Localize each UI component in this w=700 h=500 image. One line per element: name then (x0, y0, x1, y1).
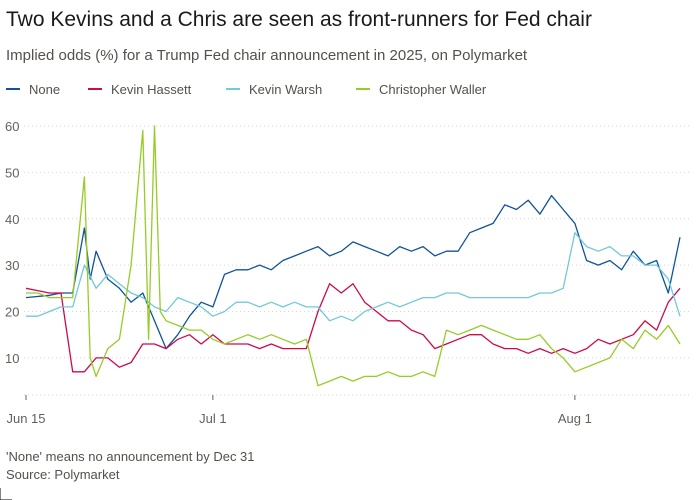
y-tick-label-60: 60 (5, 119, 19, 134)
series-line-kevin-warsh (26, 232, 681, 322)
x-tick-label-0: Jun 15 (6, 411, 45, 426)
grid-lines (24, 125, 690, 396)
legend-label-none: None (29, 81, 61, 97)
y-tick-label-20: 20 (5, 305, 19, 320)
legend-swatch-kevin-warsh (226, 88, 240, 90)
y-tick-label-40: 40 (5, 212, 19, 227)
series-line-kevin-hassett (25, 283, 681, 373)
series-line-christopher-waller (26, 125, 681, 387)
legend-item-kevin-warsh: Kevin Warsh (226, 80, 322, 98)
y-axis-ticks: 10 20 30 40 50 60 (5, 119, 19, 366)
chart-source: Source: Polymarket (6, 467, 120, 482)
legend-label-kevin-hassett: Kevin Hassett (111, 81, 192, 97)
chart-subtitle: Implied odds (%) for a Trump Fed chair a… (6, 47, 528, 64)
legend-item-none: None (6, 80, 60, 98)
y-tick-label-30: 30 (5, 258, 19, 273)
chart-title: Two Kevins and a Chris are seen as front… (6, 8, 592, 31)
series-lines (25, 125, 681, 387)
x-axis-ticks: Jun 15 Jul 1 Aug 1 (6, 395, 592, 426)
corner-mark (0, 488, 12, 500)
chart-footnote: 'None' means no announcement by Dec 31 (6, 449, 255, 464)
chart-legend: None Kevin Hassett Kevin Warsh Christoph… (0, 80, 700, 98)
legend-label-kevin-warsh: Kevin Warsh (249, 81, 323, 97)
legend-swatch-kevin-hassett (88, 88, 102, 90)
legend-swatch-christopher-waller (356, 88, 370, 90)
legend-label-christopher-waller: Christopher Waller (379, 81, 487, 97)
x-tick-label-1: Jul 1 (199, 411, 226, 426)
legend-item-kevin-hassett: Kevin Hassett (88, 80, 191, 98)
y-tick-label-10: 10 (5, 351, 19, 366)
legend-item-christopher-waller: Christopher Waller (356, 80, 486, 98)
y-tick-label-50: 50 (5, 165, 19, 180)
legend-swatch-none (6, 88, 20, 90)
x-tick-label-2: Aug 1 (558, 411, 592, 426)
series-line-none (25, 194, 681, 350)
